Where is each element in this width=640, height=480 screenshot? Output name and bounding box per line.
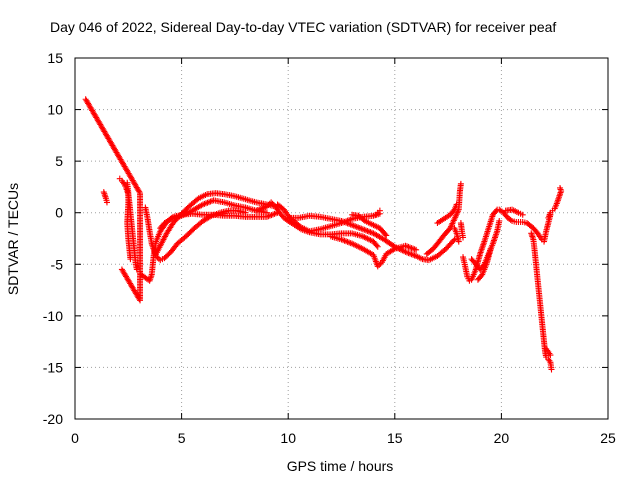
data-point xyxy=(487,245,494,252)
data-point xyxy=(376,261,383,268)
y-tick-label: 15 xyxy=(47,50,63,66)
y-tick-label: -15 xyxy=(43,359,63,375)
data-point xyxy=(376,207,383,214)
data-point xyxy=(507,216,514,223)
x-tick-label: 20 xyxy=(494,430,510,446)
data-point xyxy=(382,231,389,238)
data-point xyxy=(547,352,554,359)
y-axis-label: SDTVAR / TECUs xyxy=(5,183,21,295)
data-points xyxy=(82,96,565,373)
data-point xyxy=(546,357,553,364)
data-point xyxy=(133,266,140,273)
data-point xyxy=(154,254,161,261)
data-point xyxy=(103,199,110,206)
y-tick-label: 0 xyxy=(55,205,63,221)
data-point xyxy=(460,234,467,241)
y-tick-label: -20 xyxy=(43,411,63,427)
y-tick-label: 10 xyxy=(47,102,63,118)
data-point xyxy=(268,199,275,206)
data-point xyxy=(374,243,381,250)
data-point xyxy=(478,272,485,279)
data-point xyxy=(265,202,272,209)
data-point xyxy=(263,203,270,210)
x-tick-label: 15 xyxy=(387,430,403,446)
y-tick-label: -5 xyxy=(51,256,64,272)
data-point xyxy=(269,200,276,207)
y-tick-label: 5 xyxy=(55,153,63,169)
data-point xyxy=(194,196,201,203)
data-point xyxy=(496,217,503,224)
data-point xyxy=(242,209,249,216)
chart-title: Day 046 of 2022, Sidereal Day-to-day VTE… xyxy=(50,19,556,35)
data-point xyxy=(377,260,384,267)
x-tick-label: 10 xyxy=(280,430,296,446)
x-tick-label: 0 xyxy=(71,430,79,446)
data-point xyxy=(374,263,381,270)
data-point xyxy=(519,211,526,218)
plot-frame xyxy=(74,57,609,420)
data-point xyxy=(119,267,126,274)
x-tick-label: 25 xyxy=(600,430,616,446)
y-tick-label: -10 xyxy=(43,308,63,324)
data-point xyxy=(263,209,270,216)
data-point xyxy=(455,238,462,245)
data-point xyxy=(413,246,420,253)
data-point xyxy=(118,266,125,273)
data-point xyxy=(207,213,214,220)
x-axis-label: GPS time / hours xyxy=(287,458,394,474)
data-point xyxy=(136,188,143,195)
data-point xyxy=(390,246,397,253)
data-point xyxy=(373,242,380,249)
data-point xyxy=(548,366,555,373)
data-point xyxy=(383,232,390,239)
data-point xyxy=(453,201,460,208)
data-point xyxy=(450,207,457,214)
x-tick-label: 5 xyxy=(178,430,186,446)
data-point xyxy=(127,256,134,263)
data-point xyxy=(450,237,457,244)
data-point xyxy=(457,180,464,187)
axis-ticks: 0 5 10 15 20 25 -20 -15 -10 -5 0 5 10 15 xyxy=(43,50,616,446)
data-point xyxy=(557,184,564,191)
